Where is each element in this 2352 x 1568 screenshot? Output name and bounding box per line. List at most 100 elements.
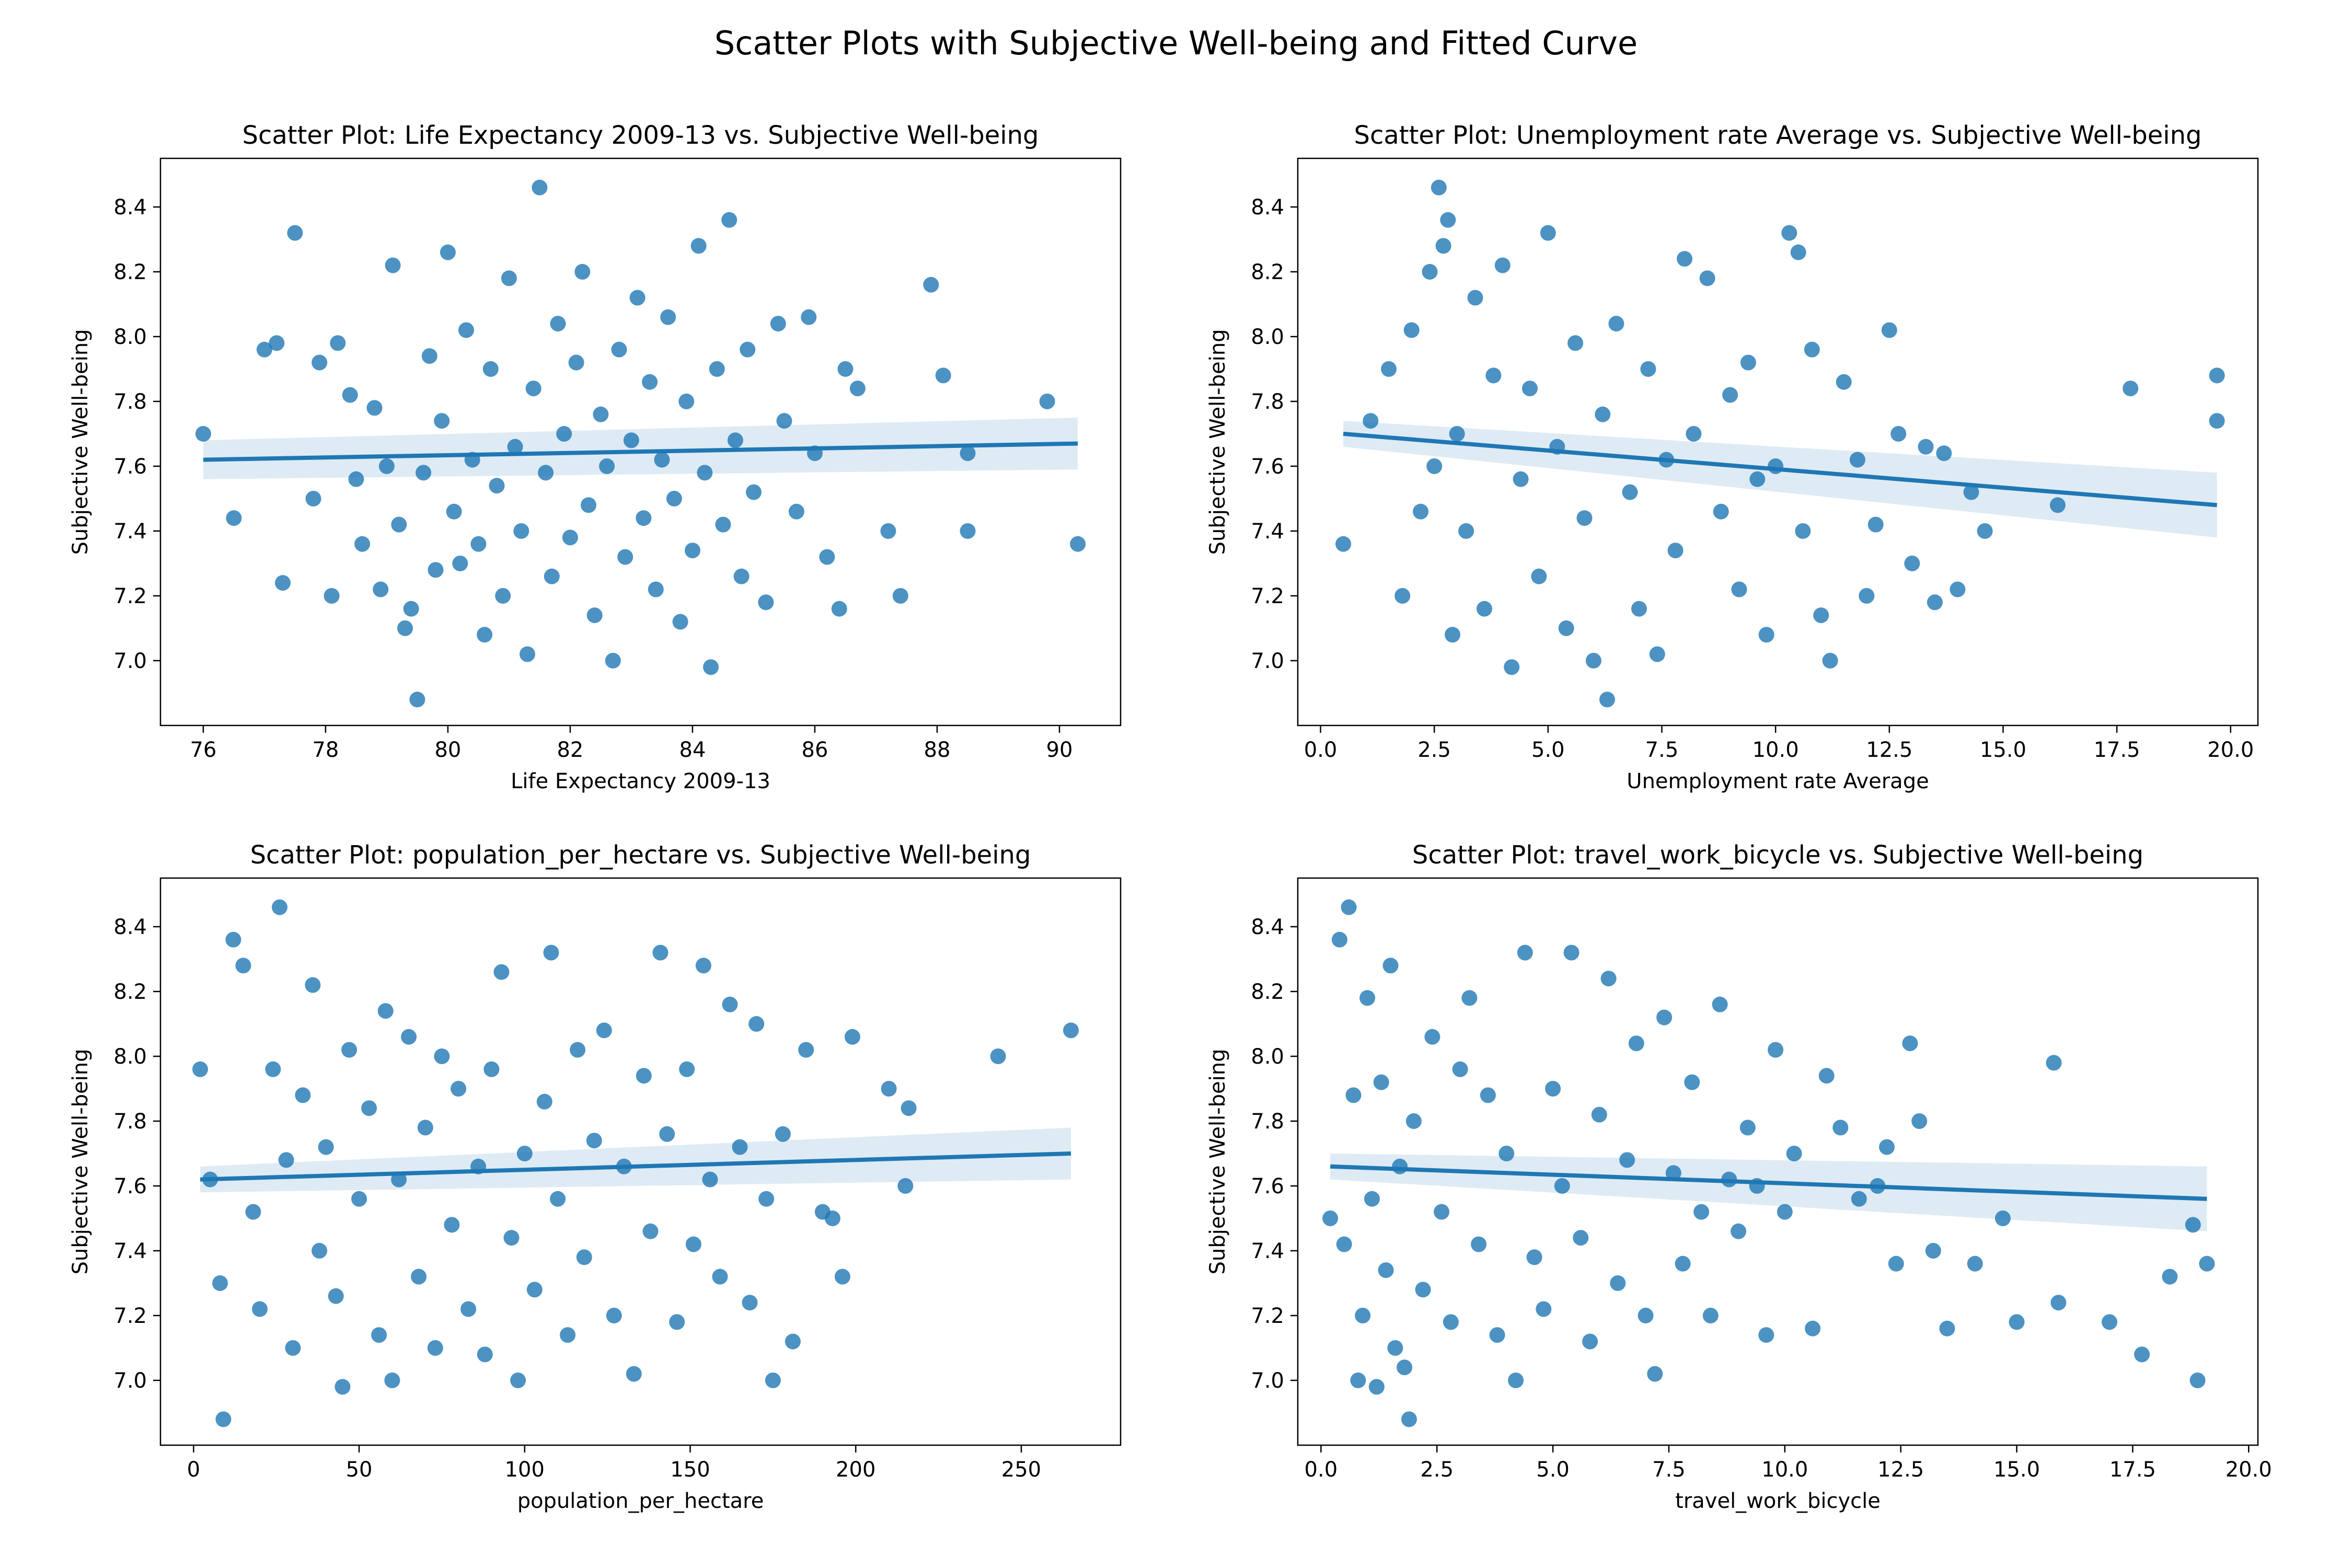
data-point xyxy=(1563,944,1579,961)
y-tick-label: 7.8 xyxy=(1251,390,1284,414)
data-point xyxy=(269,335,285,351)
y-tick-label: 7.8 xyxy=(1251,1110,1284,1134)
data-point xyxy=(1591,1106,1607,1123)
data-point xyxy=(669,1314,685,1330)
data-point xyxy=(1522,381,1538,397)
data-point xyxy=(1638,1308,1654,1323)
data-point xyxy=(1867,516,1884,533)
data-point xyxy=(378,458,395,474)
data-point xyxy=(666,491,682,506)
data-point xyxy=(446,503,462,520)
data-point xyxy=(1918,439,1934,455)
x-tick-label: 86 xyxy=(802,738,828,762)
data-point xyxy=(556,426,572,442)
data-point xyxy=(1567,335,1584,351)
plot-area xyxy=(195,179,1086,708)
y-tick-label: 8.0 xyxy=(113,1045,147,1069)
data-point xyxy=(1517,944,1533,961)
data-point xyxy=(733,568,750,584)
data-point xyxy=(923,276,939,293)
data-point xyxy=(1494,257,1511,273)
x-tick-label: 90 xyxy=(1046,738,1073,762)
y-tick-label: 7.4 xyxy=(113,1239,147,1263)
data-point xyxy=(1665,1165,1681,1181)
data-point xyxy=(659,1126,675,1142)
data-point xyxy=(596,1022,612,1039)
data-point xyxy=(212,1275,228,1291)
y-axis-label: Subjective Well-being xyxy=(1206,329,1230,555)
x-axis-label: Unemployment rate Average xyxy=(1627,769,1929,793)
data-point xyxy=(483,1061,500,1077)
data-point xyxy=(1731,1223,1747,1239)
subplot-population-per-hectare: Scatter Plot: population_per_hectare vs.… xyxy=(68,840,1122,1513)
data-point xyxy=(758,1191,775,1207)
data-point xyxy=(881,1081,897,1097)
y-tick-label: 8.0 xyxy=(1251,1045,1284,1069)
data-point xyxy=(626,1366,642,1382)
data-point xyxy=(1363,413,1379,429)
data-point xyxy=(742,1295,758,1311)
data-point xyxy=(1461,990,1478,1006)
y-tick-label: 8.4 xyxy=(1251,915,1284,939)
data-point xyxy=(1851,1191,1867,1207)
subplot-title: Scatter Plot: Life Expectancy 2009-13 vs… xyxy=(242,121,1039,150)
data-point xyxy=(1415,1282,1431,1298)
y-axis-label: Subjective Well-being xyxy=(1206,1049,1230,1275)
fit-line xyxy=(1343,432,2217,508)
x-tick-label: 10.0 xyxy=(1761,1458,1808,1482)
data-point xyxy=(770,316,786,332)
data-point xyxy=(611,341,627,358)
data-point xyxy=(586,607,603,624)
x-tick-label: 20.0 xyxy=(2207,738,2254,762)
y-tick-label: 7.4 xyxy=(1251,520,1284,544)
data-point xyxy=(1449,426,1465,442)
data-point xyxy=(1368,1379,1385,1395)
data-point xyxy=(765,1373,781,1388)
data-point xyxy=(550,1191,566,1207)
data-point xyxy=(1795,523,1811,539)
data-point xyxy=(599,458,615,474)
fit-line xyxy=(200,1151,1071,1182)
data-point xyxy=(451,1081,467,1097)
data-point xyxy=(366,400,383,416)
data-point xyxy=(788,503,804,520)
data-point xyxy=(685,543,700,559)
data-point xyxy=(1426,458,1443,474)
data-point xyxy=(1832,1120,1849,1136)
axes-frame xyxy=(159,157,1122,727)
x-tick-label: 12.5 xyxy=(1866,738,1912,762)
data-point xyxy=(1786,1146,1802,1161)
data-point xyxy=(1822,653,1838,668)
data-point xyxy=(1350,1373,1366,1388)
data-point xyxy=(1902,1035,1918,1052)
data-point xyxy=(416,465,432,481)
data-point xyxy=(2162,1269,2178,1285)
y-tick-label: 7.0 xyxy=(1251,1369,1284,1393)
data-point xyxy=(1345,1087,1362,1103)
data-point xyxy=(629,290,645,306)
data-point xyxy=(715,516,731,533)
data-point xyxy=(758,594,774,610)
data-point xyxy=(2209,413,2225,429)
data-point xyxy=(287,225,303,241)
data-point xyxy=(2046,1055,2062,1071)
data-point xyxy=(1381,361,1397,377)
data-point xyxy=(226,510,242,526)
data-point xyxy=(328,1288,344,1304)
data-point xyxy=(1540,225,1556,241)
plot-area xyxy=(1322,899,2215,1427)
y-tick-label: 8.0 xyxy=(1251,325,1284,349)
data-point xyxy=(581,497,596,513)
data-point xyxy=(1471,1236,1487,1252)
x-axis-label: population_per_hectare xyxy=(517,1489,764,1513)
data-point xyxy=(489,478,505,494)
data-point xyxy=(1890,426,1907,442)
data-point xyxy=(748,1016,765,1032)
x-tick-label: 5.0 xyxy=(1531,738,1565,762)
data-point xyxy=(1477,601,1492,617)
data-point xyxy=(685,1236,701,1252)
data-point xyxy=(1434,1204,1450,1220)
data-point xyxy=(305,491,321,506)
data-point xyxy=(1684,1074,1700,1090)
data-point xyxy=(1610,1275,1626,1291)
